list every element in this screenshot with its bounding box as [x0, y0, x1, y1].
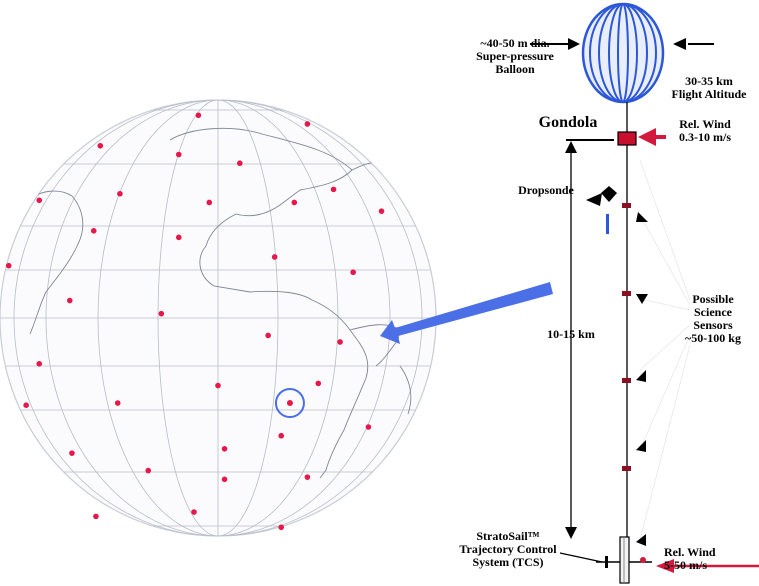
tether-length-label: 10-15 km: [547, 327, 595, 341]
dropsonde-label: Dropsonde: [518, 183, 574, 197]
earth-globe: [0, 99, 437, 537]
sensor-dot: [278, 524, 285, 531]
rel-wind-top-label: Rel. Wind 0.3-10 m/s: [679, 117, 731, 144]
sensor-dot: [191, 509, 197, 515]
sensor-dot: [114, 400, 121, 406]
sensor-grid: [5, 112, 385, 531]
balloon-width-arrows: [530, 38, 714, 50]
stratosail-tcs: [559, 536, 652, 584]
sensor-dot: [117, 190, 123, 197]
sensor-dot: [278, 432, 285, 439]
sensor-dot: [90, 228, 97, 234]
sensor-dot: [66, 297, 73, 304]
sensor-dot: [365, 424, 372, 430]
sensor-dot: [265, 332, 271, 339]
flight-altitude-label: 30-35 km Flight Altitude: [671, 74, 747, 101]
sensor-dot: [237, 160, 243, 167]
gondola-box: [617, 131, 637, 146]
pointer-arrow: [380, 282, 553, 344]
sensor-dot: [97, 142, 104, 149]
balloon-diameter-label: ~40-50 m dia. Super-pressure Balloon: [476, 36, 554, 76]
sensor-arrowheads: [636, 212, 648, 546]
sensor-dot: [175, 234, 182, 241]
sensor-dot: [206, 199, 213, 206]
sensor-dot: [221, 446, 228, 452]
sensor-dot: [350, 269, 356, 276]
sensor-dot: [271, 254, 278, 260]
sensor-dot: [145, 467, 152, 474]
highlighted-sensor-dot: [286, 400, 293, 407]
dropsonde: [586, 186, 617, 234]
sensor-pod: [622, 466, 631, 471]
sensor-dot: [93, 513, 99, 520]
gondola-label: Gondola: [538, 114, 598, 131]
madagascar-outline: [399, 365, 412, 415]
sensor-pod: [622, 291, 631, 296]
sensor-dot: [175, 151, 182, 158]
sensor-dot: [304, 121, 311, 127]
sensor-dot: [221, 476, 228, 483]
sensor-dot: [378, 208, 385, 214]
sensor-dot: [23, 402, 29, 409]
wind-arrow-bottom: [656, 559, 759, 573]
balloon: [581, 2, 665, 104]
sensor-dot: [330, 186, 337, 193]
sensor-dot: [215, 382, 221, 389]
rel-wind-bottom-label: Rel. Wind 5-50 m/s: [664, 545, 716, 572]
sensor-pointer-lines: [639, 159, 691, 541]
americas-coast-outline: [29, 190, 84, 335]
sensor-dot: [69, 450, 75, 456]
globe-graticule: [0, 100, 436, 536]
sensor-dot: [5, 262, 12, 269]
sensor-dot: [291, 199, 298, 206]
highlight-ring: [274, 388, 305, 419]
sensor-dot: [36, 197, 43, 204]
tether-length-dimension: [565, 141, 577, 539]
sensor-pod: [622, 203, 631, 208]
sensor-pods: [622, 203, 631, 471]
sensor-dot: [36, 360, 43, 367]
sensor-dot: [315, 380, 322, 387]
science-sensors-label: Possible Science Sensors ~50-100 kg: [685, 292, 741, 345]
sensor-dot: [337, 339, 343, 345]
africa-europe-outline: [169, 127, 369, 479]
sensor-pod: [622, 378, 631, 383]
sensor-dot: [195, 112, 202, 119]
tcs-label: StratoSail™ Trajectory Control System (T…: [459, 529, 557, 569]
wind-arrow-top: [638, 128, 666, 146]
sensor-dot: [304, 474, 311, 480]
sensor-dot: [158, 310, 165, 317]
